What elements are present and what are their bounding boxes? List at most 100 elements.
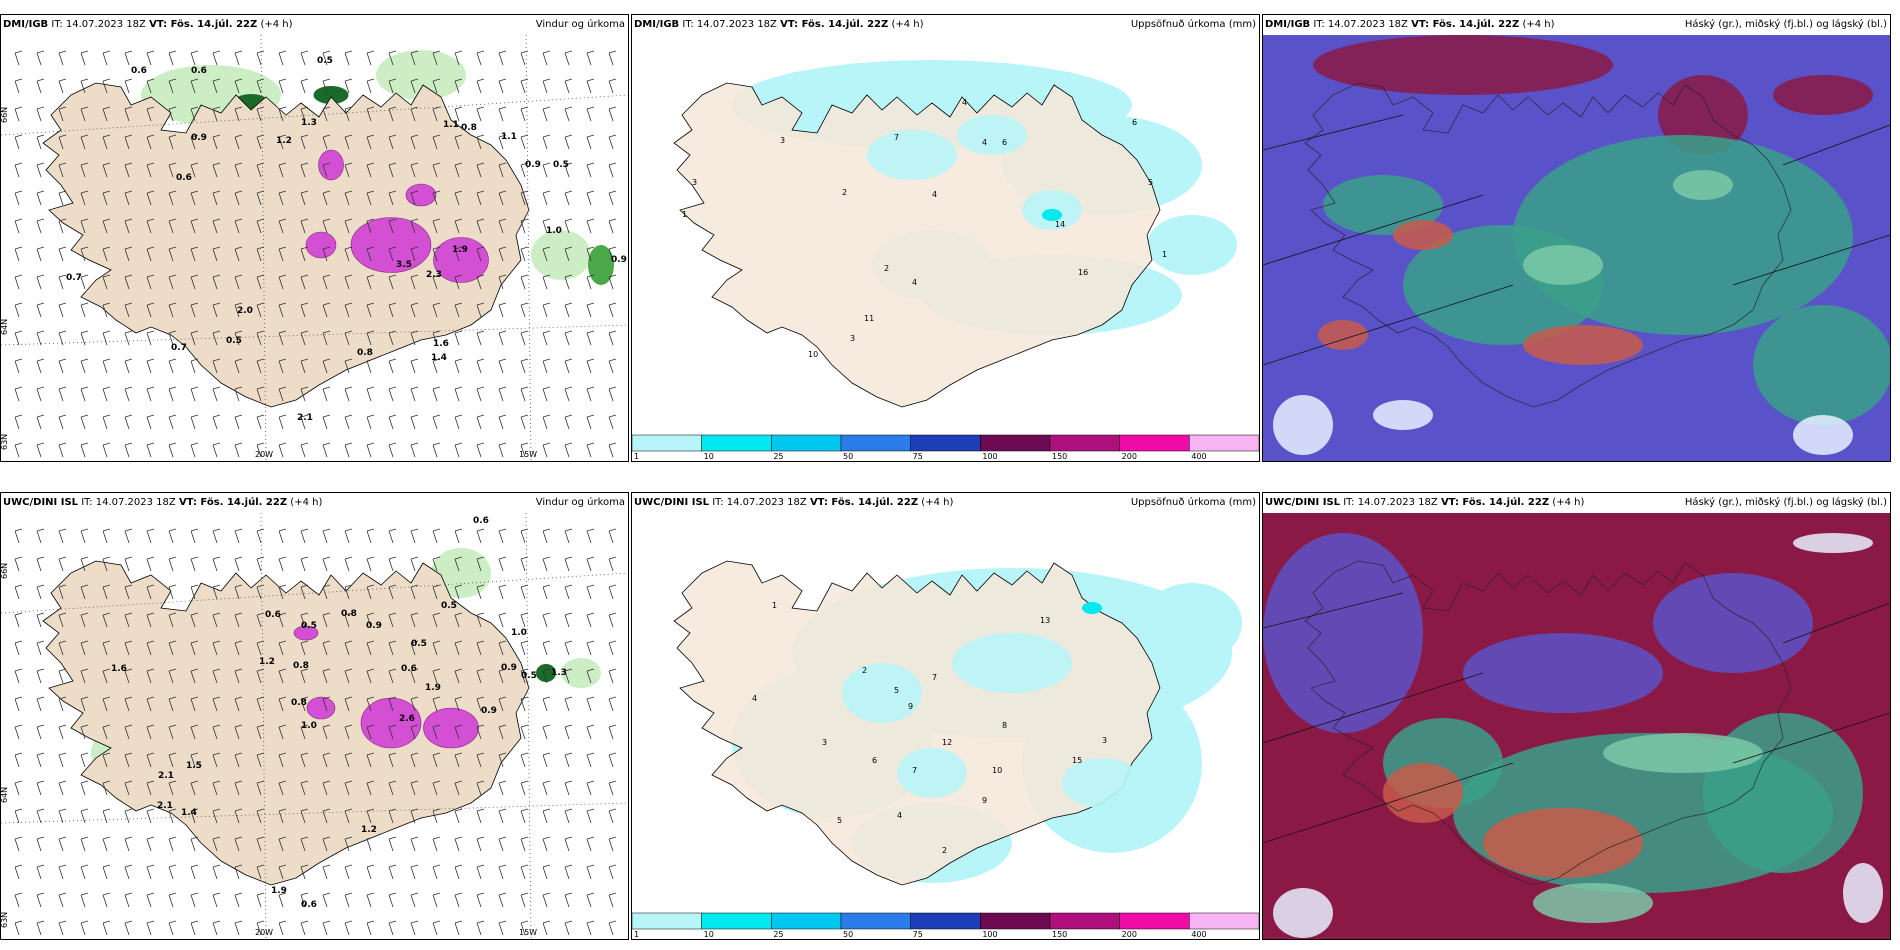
lead-time: (+4 h) [290,497,323,508]
precip-value: 2.6 [399,714,415,724]
panel-title: Uppsöfnuð úrkoma (mm) [1130,497,1256,508]
accum-value: 2 [842,188,847,197]
panel-title: Vindur og úrkoma [535,497,625,508]
model-name: DMI/IGB [3,19,49,30]
precip-value: 1.0 [546,226,562,236]
model-name: UWC/DINI ISL [1265,497,1341,508]
accum-value: 2 [862,666,867,675]
precip-value: 1.1 [443,120,459,130]
precip-value: 0.8 [461,123,477,133]
accum-value: 7 [912,766,917,775]
lat-label-63: 63N [1,434,9,450]
panel-clouds-dmi: DMI/IGB IT: 14.07.2023 18Z VT: Fös. 14.j… [1262,14,1891,462]
lead-time: (+4 h) [1552,497,1585,508]
precip-value: 0.9 [525,160,541,170]
accum-value: 7 [894,133,899,142]
colorbar-swatch [1049,434,1120,452]
colorbar-tick: 150 [1052,930,1067,939]
panel-title: Háský (gr.), miðský (fj.bl.) og lágský (… [1684,497,1887,508]
map-clouds [1263,513,1890,939]
lon-label-20w: 20W [255,928,273,937]
lead-time: (+4 h) [891,19,924,30]
accum-value: 10 [992,766,1002,775]
accum-value: 5 [837,816,842,825]
precip-value: 0.5 [411,639,427,649]
colorbar-tick: 100 [982,930,997,939]
model-name: UWC/DINI ISL [3,497,79,508]
accum-value: 4 [912,278,917,287]
accum-value: 13 [1040,616,1050,625]
precip-value: 0.5 [301,621,317,631]
valid-time: VT: Fös. 14.júl. 22Z [178,497,288,508]
colorbar-swatch [910,434,981,452]
precip-value: 2.1 [157,801,173,811]
lat-label-64: 64N [1,787,9,803]
precip-value: 1.4 [431,353,447,363]
precip-value: 0.5 [317,56,333,66]
precip-value: 2.0 [237,306,253,316]
colorbar-tick: 10 [704,930,714,939]
colorbar-swatch [771,434,842,452]
colorbar-tick: 25 [773,452,783,461]
colorbar-tick: 150 [1052,452,1067,461]
colorbar-swatch [1119,912,1190,930]
init-time: IT: 14.07.2023 18Z [682,19,777,30]
accum-value: 8 [1002,721,1007,730]
accum-value: 5 [1148,178,1153,187]
colorbar-tick: 50 [843,930,853,939]
accum-value: 2 [884,264,889,273]
accum-value: 3 [822,738,827,747]
precip-value: 1.3 [551,668,567,678]
accum-value: 1 [1162,250,1167,259]
accum-value: 7 [932,673,937,682]
colorbar: 1 10 25 50 75 100 150 200 400 [632,434,1259,461]
accum-value: 10 [808,350,818,359]
precip-value: 0.5 [553,160,569,170]
colorbar-swatch [980,912,1051,930]
panel-header: UWC/DINI ISL IT: 14.07.2023 18Z VT: Fös.… [1,493,628,513]
precip-value: 0.6 [131,66,147,76]
precip-value: 1.6 [111,664,127,674]
accum-value: 4 [932,190,937,199]
colorbar-swatch [632,434,702,452]
accum-value: 12 [942,738,952,747]
model-name: DMI/IGB [634,19,680,30]
accum-value: 5 [894,686,899,695]
init-time: IT: 14.07.2023 18Z [1343,497,1438,508]
precip-value: 3.5 [396,260,412,270]
precip-value: 0.6 [301,900,317,910]
panel-wind-precip-dmi: DMI/IGB IT: 14.07.2023 18Z VT: Fös. 14.j… [0,14,629,462]
lead-time: (+4 h) [1522,19,1555,30]
accum-value: 1 [772,601,777,610]
accum-value: 3 [692,178,697,187]
colorbar-tick: 1 [634,930,639,939]
colorbar-swatch [910,912,981,930]
colorbar-tick: 1 [634,452,639,461]
panel-accum-precip-uwc: UWC/DINI ISL IT: 14.07.2023 18Z VT: Fös.… [631,492,1260,940]
accum-value: 2 [942,846,947,855]
colorbar-swatch [1049,912,1120,930]
valid-time: VT: Fös. 14.júl. 22Z [149,19,258,30]
precip-value: 0.6 [401,664,417,674]
precip-value: 0.5 [441,601,457,611]
lat-label-66: 66N [1,563,9,579]
precip-value: 0.9 [481,706,497,716]
precip-value: 0.9 [501,663,517,673]
colorbar-swatch [840,912,911,930]
precip-value: 2.3 [426,270,442,280]
precip-value: 0.9 [366,621,382,631]
colorbar-tick: 75 [913,452,923,461]
accum-value: 14 [1055,220,1065,229]
colorbar-tick: 200 [1122,930,1137,939]
map-clouds [1263,35,1890,461]
precip-value: 1.0 [301,721,317,731]
accum-value: 3 [780,136,785,145]
valid-time: VT: Fös. 14.júl. 22Z [780,19,889,30]
precip-value: 1.2 [276,136,292,146]
panel-wind-precip-uwc: UWC/DINI ISL IT: 14.07.2023 18Z VT: Fös.… [0,492,629,940]
colorbar-swatch [771,912,842,930]
precip-value: 1.2 [361,825,377,835]
lon-label-20w: 20W [255,450,273,459]
precip-value: 0.8 [341,609,357,619]
colorbar-tick: 25 [773,930,783,939]
